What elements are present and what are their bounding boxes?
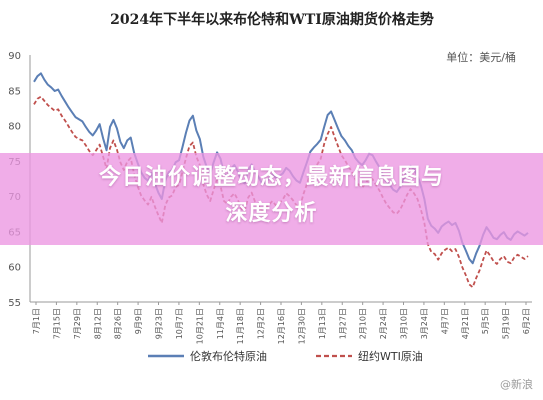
x-tick-label: 4月21日	[461, 308, 470, 339]
x-tick-label: 6月2日	[522, 308, 531, 334]
legend-label-wti: 纽约WTI原油	[358, 349, 423, 363]
x-tick-label: 8月26日	[114, 308, 123, 339]
x-tick-label: 12月30日	[297, 308, 306, 344]
x-tick-label: 3月10日	[400, 308, 409, 339]
y-tick-label: 85	[8, 86, 21, 97]
x-tick-label: 10月7日	[175, 308, 184, 339]
unit-label: 单位：美元/桶	[446, 50, 516, 64]
x-tick-label: 9月9日	[134, 308, 143, 334]
x-tick-label: 3月24日	[420, 308, 429, 339]
x-tick-label: 7月29日	[73, 308, 82, 339]
y-tick-label: 60	[8, 263, 21, 274]
legend-label-brent: 伦敦布伦特原油	[190, 349, 267, 363]
x-tick-label: 9月23日	[155, 308, 164, 339]
x-tick-label: 2月10日	[359, 308, 368, 339]
x-tick-label: 7月15日	[52, 308, 61, 339]
x-tick-label: 11月18日	[236, 308, 245, 344]
x-tick-label: 11月4日	[216, 308, 225, 339]
x-tick-label: 10月21日	[195, 308, 204, 344]
x-tick-label: 7月1日	[32, 308, 41, 334]
headline-line-2: 深度分析	[225, 201, 318, 226]
x-tick-label: 8月12日	[93, 308, 102, 339]
legend: 伦敦布伦特原油 纽约WTI原油	[148, 349, 423, 363]
x-tick-label: 12月2日	[257, 308, 266, 339]
chart-title: 2024年下半年以来布伦特和WTI原油期货价格走势	[110, 11, 434, 28]
x-tick-label: 2月24日	[379, 308, 388, 339]
y-tick-label: 55	[8, 298, 21, 309]
x-tick-label: 4月7日	[440, 308, 449, 334]
headline-line-1: 今日油价调整动态，最新信息图与	[98, 165, 444, 190]
watermark: @新浪	[500, 378, 533, 391]
x-tick-label: 1月13日	[318, 308, 327, 339]
y-tick-label: 90	[8, 51, 21, 62]
headline-banner	[0, 153, 543, 245]
x-tick-label: 12月16日	[277, 308, 286, 344]
x-tick-label: 1月27日	[338, 308, 347, 339]
x-tick-label: 5月19日	[502, 308, 511, 339]
y-tick-label: 80	[8, 122, 21, 133]
headline-text: 今日油价调整动态，最新信息图与 深度分析	[30, 160, 513, 232]
x-tick-labels: 7月1日 7月15日 7月29日 8月12日 8月26日 9月9日 9月23日 10月7日 10…	[32, 302, 531, 344]
x-tick-label: 5月5日	[481, 308, 490, 334]
